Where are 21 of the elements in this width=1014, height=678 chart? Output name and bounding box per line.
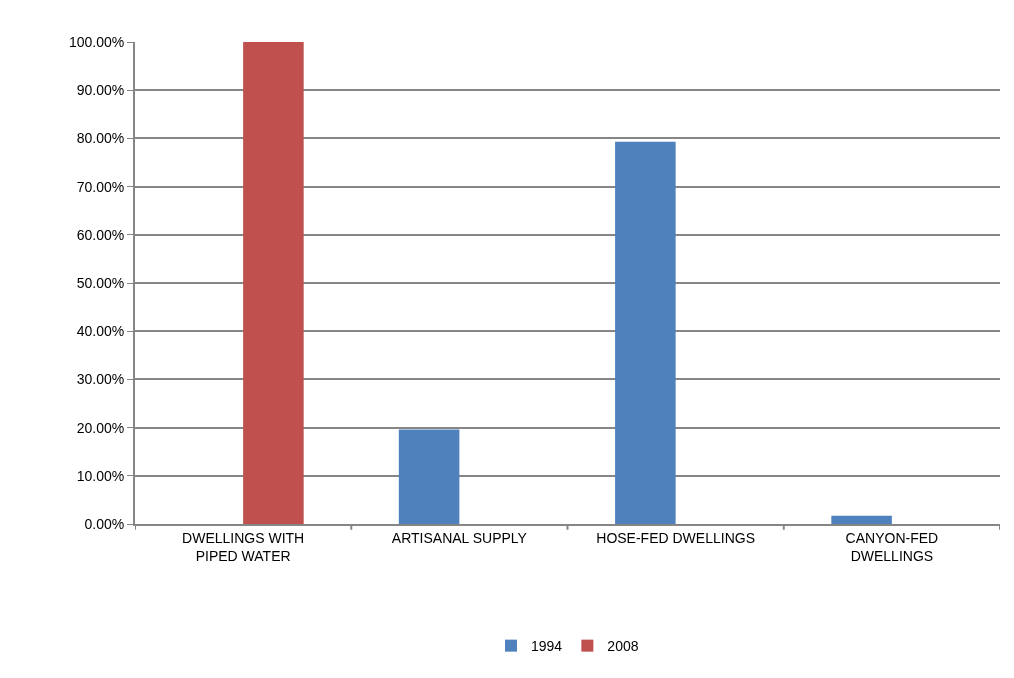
y-tick-label: 60.00% (76, 226, 125, 243)
y-tick-label: 80.00% (76, 130, 125, 147)
y-tick-label: 50.00% (76, 274, 125, 291)
y-tick-label: 10.00% (76, 467, 125, 484)
x-tick-label: DWELLINGS WITH PIPED WATER (182, 529, 305, 564)
y-tick-label: 40.00% (76, 323, 125, 340)
y-tick-label: 70.00% (76, 178, 125, 195)
bar (398, 429, 460, 524)
bar (615, 141, 676, 524)
x-tick-label: ARTISANAL SUPPLY (391, 529, 528, 546)
y-tick-label: 0.00% (84, 515, 125, 532)
legend-label: 2008 (607, 638, 639, 655)
y-tick-label: 90.00% (76, 82, 125, 99)
y-tick-label: 100.00% (68, 33, 125, 50)
y-tick-label: 20.00% (76, 419, 125, 436)
bar (831, 515, 892, 524)
bar (243, 42, 304, 524)
x-tick-label: CANYON-FED DWELLINGS (845, 529, 939, 564)
x-tick-label: HOSE-FED DWELLINGS (596, 529, 755, 546)
legend-label: 1994 (531, 638, 563, 655)
y-tick-label: 30.00% (76, 371, 125, 388)
